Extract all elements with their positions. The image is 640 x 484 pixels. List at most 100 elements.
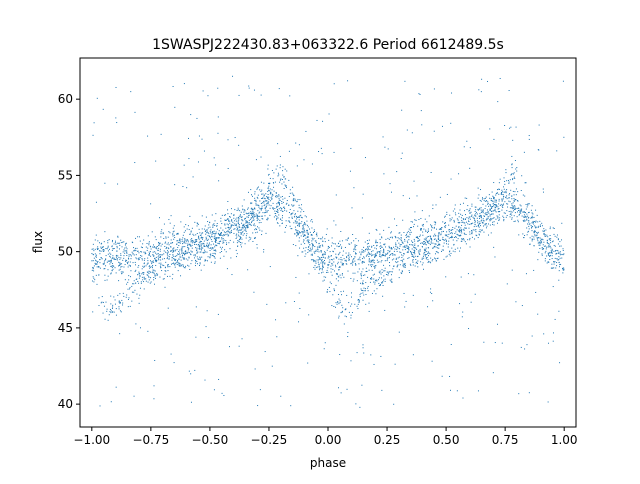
data-point <box>380 355 382 357</box>
data-point <box>514 208 516 210</box>
data-point <box>180 265 182 267</box>
data-point <box>149 271 151 273</box>
data-point <box>281 222 283 224</box>
data-point <box>271 197 273 199</box>
data-point <box>247 227 249 229</box>
data-point <box>434 253 436 255</box>
data-point <box>279 155 281 157</box>
data-point <box>477 220 479 222</box>
data-point <box>259 389 261 391</box>
data-point <box>492 206 494 208</box>
data-point <box>111 246 113 248</box>
data-point <box>135 269 137 271</box>
data-point <box>390 274 392 276</box>
data-point <box>182 186 184 187</box>
data-point <box>554 318 556 320</box>
data-point <box>185 239 187 241</box>
data-point <box>129 288 131 290</box>
data-point <box>558 310 560 312</box>
data-point <box>358 301 360 303</box>
data-point <box>437 244 439 246</box>
data-point <box>123 257 125 259</box>
data-point <box>563 269 565 271</box>
data-point <box>375 241 377 243</box>
data-point <box>309 244 311 246</box>
data-point <box>99 262 101 264</box>
data-point <box>277 202 279 204</box>
data-point <box>294 214 296 216</box>
data-point <box>341 273 343 275</box>
data-point <box>118 248 120 250</box>
data-point <box>115 240 116 242</box>
data-point <box>480 207 482 209</box>
data-point <box>223 239 225 241</box>
data-point <box>485 219 487 221</box>
data-point <box>236 233 238 235</box>
data-point <box>485 227 487 229</box>
data-point <box>161 254 163 256</box>
data-point <box>549 228 551 230</box>
data-point <box>438 237 440 239</box>
data-point <box>361 258 363 260</box>
data-point <box>167 266 169 268</box>
data-point <box>419 250 421 252</box>
data-point <box>313 261 315 263</box>
data-point <box>443 258 445 260</box>
data-point <box>468 223 470 225</box>
data-point <box>364 274 366 276</box>
data-point <box>170 239 172 241</box>
data-point <box>402 255 404 257</box>
data-point <box>147 135 149 137</box>
data-point <box>438 228 440 230</box>
data-point <box>457 238 459 240</box>
data-point <box>544 235 546 237</box>
data-point <box>161 229 163 231</box>
data-point <box>321 258 323 260</box>
data-point <box>146 242 148 244</box>
data-point <box>259 211 261 213</box>
data-point <box>284 178 286 180</box>
data-point <box>339 274 341 276</box>
data-point <box>404 306 406 308</box>
data-point <box>494 342 496 344</box>
data-point <box>293 222 295 224</box>
data-point <box>491 206 493 208</box>
data-point <box>320 251 322 253</box>
data-point <box>489 224 491 226</box>
data-point <box>547 254 549 256</box>
data-point <box>396 240 398 242</box>
data-point <box>407 251 409 253</box>
data-point <box>486 200 488 202</box>
data-point <box>478 224 480 226</box>
data-point <box>554 235 556 237</box>
data-point <box>348 311 350 313</box>
data-point <box>119 293 121 295</box>
data-point <box>129 276 131 278</box>
data-point <box>202 247 204 249</box>
data-point <box>317 261 319 263</box>
data-point <box>166 258 168 260</box>
data-point <box>461 238 463 240</box>
data-point <box>265 193 267 195</box>
data-point <box>529 243 531 245</box>
data-point <box>127 261 129 263</box>
data-point <box>231 274 233 276</box>
data-point <box>474 229 476 231</box>
data-point <box>273 172 275 174</box>
data-point <box>397 264 399 266</box>
data-point <box>324 342 326 344</box>
data-point <box>545 250 547 252</box>
data-point <box>505 192 507 194</box>
data-point <box>417 255 419 257</box>
data-point <box>254 237 256 239</box>
data-point <box>231 224 233 226</box>
data-point <box>481 229 483 231</box>
data-point <box>412 221 413 223</box>
data-point <box>415 258 417 260</box>
data-point <box>322 265 324 267</box>
data-point <box>499 77 501 79</box>
data-point <box>543 245 545 247</box>
data-point <box>103 263 105 265</box>
data-point <box>129 265 131 267</box>
data-point <box>139 272 141 274</box>
